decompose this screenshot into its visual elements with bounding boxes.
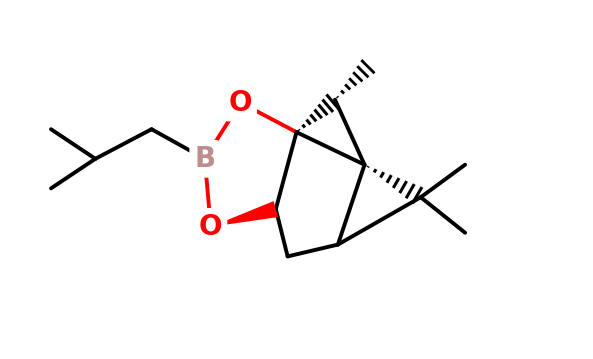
Text: O: O bbox=[228, 89, 252, 117]
Polygon shape bbox=[211, 201, 278, 227]
Text: O: O bbox=[199, 213, 222, 241]
Text: B: B bbox=[195, 145, 215, 173]
